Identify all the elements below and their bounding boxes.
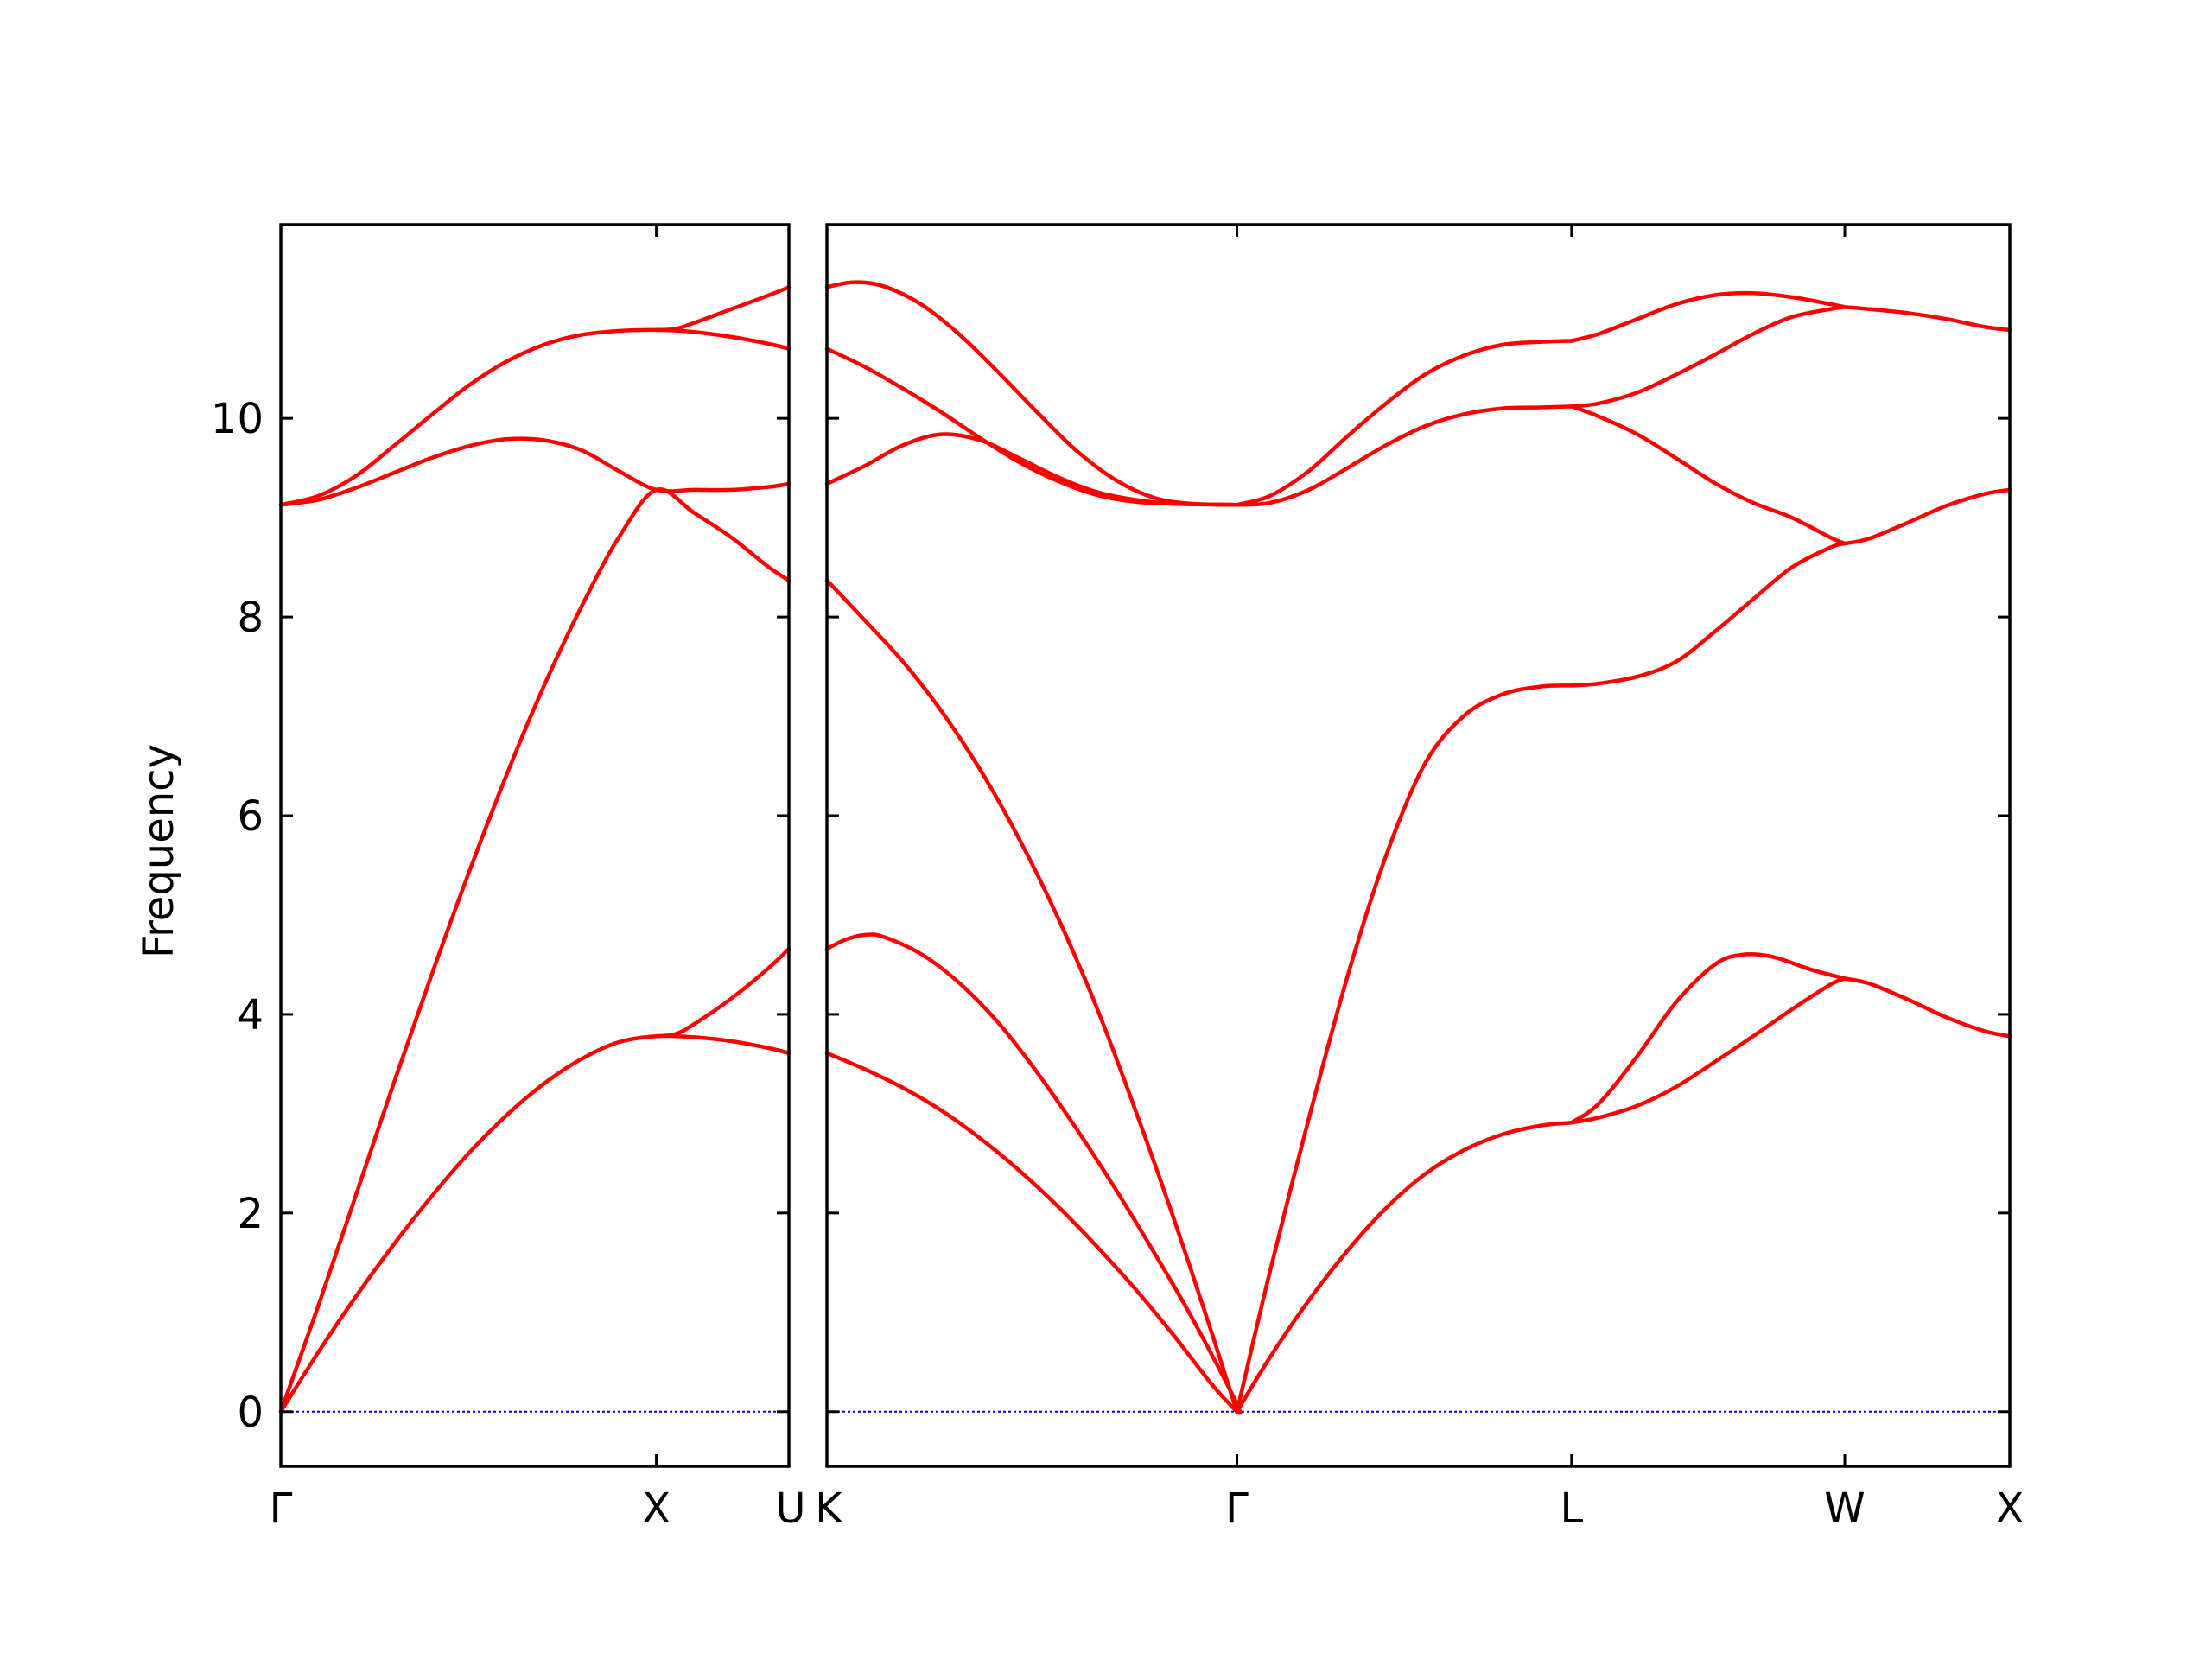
y-tick-label: 6 <box>237 792 264 841</box>
x-tick-label: X <box>642 1484 671 1533</box>
band-line-10 <box>1569 976 1847 1125</box>
y-tick-label: 8 <box>237 594 264 642</box>
panel-frame <box>825 223 2012 1468</box>
band-line-0 <box>278 1033 791 1414</box>
band-line-5 <box>824 280 1239 507</box>
y-tick-label: 0 <box>237 1389 264 1437</box>
band-line-2 <box>824 578 1239 1414</box>
y-tick-label: 10 <box>211 395 264 443</box>
band-line-14 <box>1569 305 1847 409</box>
band-line-17 <box>1842 487 2012 546</box>
band-line-15 <box>1569 290 1847 343</box>
y-tick-label: 2 <box>237 1190 264 1238</box>
y-axis-label: Frequency <box>135 744 183 958</box>
panel-left: Γ X U 0 2 4 6 8 10 <box>211 223 806 1533</box>
band-line-1 <box>824 932 1243 1415</box>
band-lines <box>278 285 791 1414</box>
panel-frame <box>279 223 791 1468</box>
x-tick-label: Γ <box>1225 1484 1249 1533</box>
band-line-16 <box>1842 976 2012 1039</box>
y-tick-label: 4 <box>237 991 264 1039</box>
x-tick-label: K <box>815 1484 843 1533</box>
x-tick-label: L <box>1560 1484 1583 1533</box>
y-tick-labels: 0 2 4 6 8 10 <box>211 395 264 1437</box>
band-line-11 <box>1569 952 1847 1125</box>
band-line-6 <box>1235 1120 1574 1414</box>
band-line-18 <box>1842 305 2012 333</box>
y-ticks <box>281 416 789 1414</box>
band-line-3 <box>278 327 791 507</box>
band-line-1 <box>278 487 791 1414</box>
band-line-4 <box>654 946 791 1039</box>
band-lines <box>824 280 2012 1415</box>
band-line-0 <box>824 1051 1239 1414</box>
band-line-9 <box>1235 339 1574 507</box>
y-ticks <box>827 416 2010 1414</box>
band-line-4 <box>824 346 1239 507</box>
band-line-8 <box>1235 404 1574 507</box>
band-line-7 <box>1235 683 1574 1414</box>
band-line-12 <box>1569 541 1847 688</box>
band-line-13 <box>1569 404 1847 546</box>
band-line-2 <box>278 436 791 507</box>
x-tick-label: Γ <box>270 1484 293 1533</box>
x-tick-label: W <box>1824 1484 1865 1533</box>
band-line-5 <box>654 285 791 333</box>
x-tick-label: U <box>775 1484 805 1533</box>
x-tick-label: X <box>1996 1484 2024 1533</box>
